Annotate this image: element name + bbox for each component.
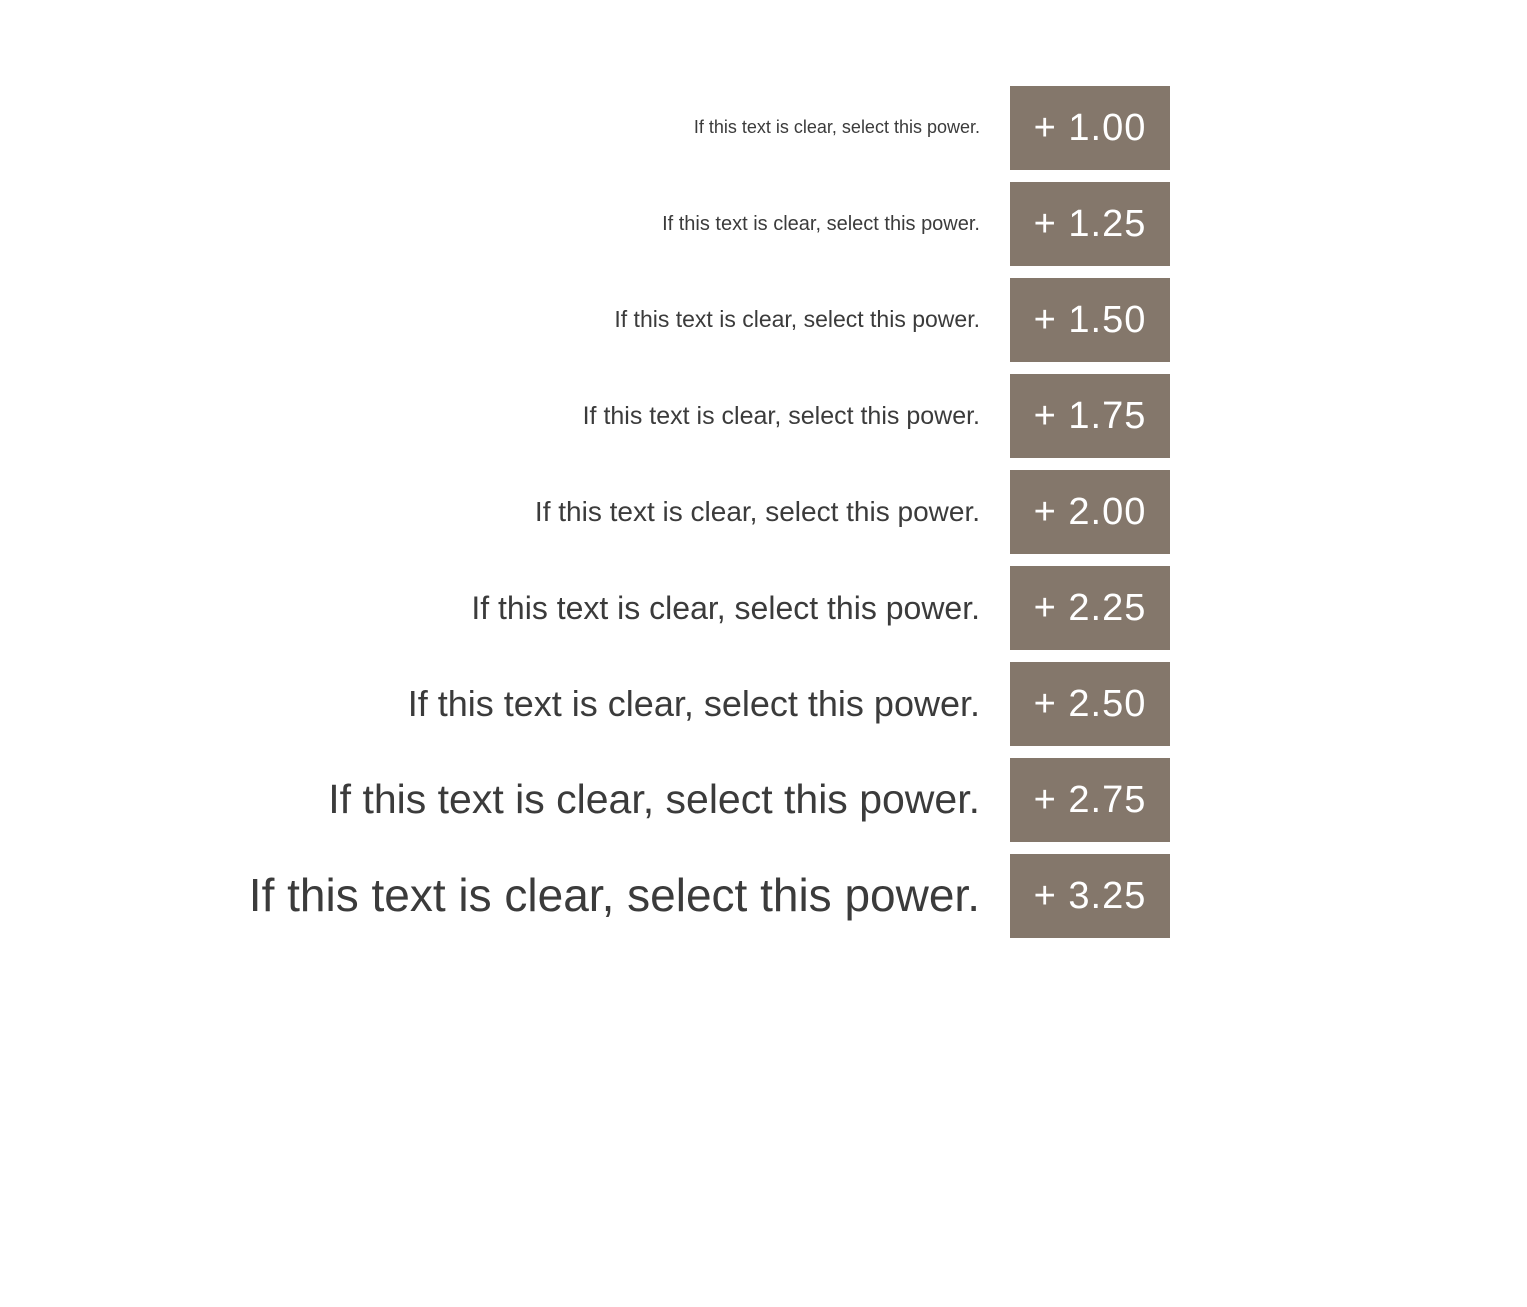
clarity-prompt: If this text is clear, select this power… [583, 401, 980, 431]
power-row: If this text is clear, select this power… [100, 278, 1170, 362]
power-row: If this text is clear, select this power… [100, 86, 1170, 170]
clarity-prompt: If this text is clear, select this power… [662, 212, 980, 236]
power-row: If this text is clear, select this power… [100, 470, 1170, 554]
clarity-prompt: If this text is clear, select this power… [694, 117, 980, 139]
clarity-prompt: If this text is clear, select this power… [249, 868, 980, 923]
clarity-prompt: If this text is clear, select this power… [471, 589, 980, 627]
power-button[interactable]: + 1.75 [1010, 374, 1170, 458]
power-row: If this text is clear, select this power… [100, 758, 1170, 842]
clarity-prompt: If this text is clear, select this power… [614, 306, 980, 334]
power-button[interactable]: + 1.50 [1010, 278, 1170, 362]
power-button[interactable]: + 2.75 [1010, 758, 1170, 842]
power-row: If this text is clear, select this power… [100, 854, 1170, 938]
clarity-prompt: If this text is clear, select this power… [408, 682, 980, 725]
power-button[interactable]: + 1.25 [1010, 182, 1170, 266]
clarity-prompt: If this text is clear, select this power… [328, 775, 980, 824]
power-row: If this text is clear, select this power… [100, 566, 1170, 650]
power-row: If this text is clear, select this power… [100, 662, 1170, 746]
clarity-prompt: If this text is clear, select this power… [535, 495, 980, 529]
power-button[interactable]: + 3.25 [1010, 854, 1170, 938]
power-button[interactable]: + 2.00 [1010, 470, 1170, 554]
power-button[interactable]: + 2.50 [1010, 662, 1170, 746]
power-row: If this text is clear, select this power… [100, 182, 1170, 266]
power-button[interactable]: + 2.25 [1010, 566, 1170, 650]
power-selector: If this text is clear, select this power… [0, 86, 1170, 950]
power-button[interactable]: + 1.00 [1010, 86, 1170, 170]
power-row: If this text is clear, select this power… [100, 374, 1170, 458]
